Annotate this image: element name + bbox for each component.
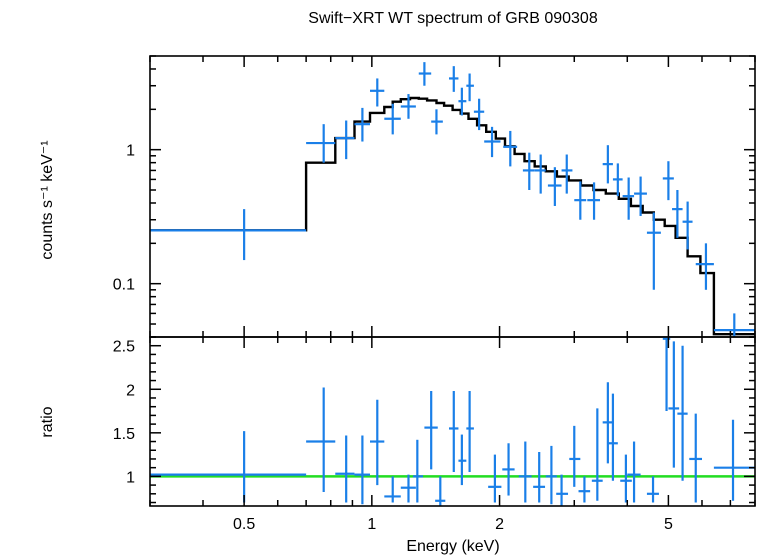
- spectrum-data-point: [448, 66, 459, 92]
- ratio-data-point: [578, 476, 591, 503]
- ratio-data-point: [689, 413, 702, 503]
- ratio-data-point: [488, 454, 502, 503]
- ratio-data-point: [545, 445, 557, 505]
- spectrum-data-point: [473, 98, 485, 131]
- ratio-data-point: [602, 382, 613, 464]
- spectrum-data-point: [369, 78, 385, 107]
- spectrum-panel: 0.11 counts s⁻¹ keV⁻¹: [39, 55, 756, 338]
- ratio-data-point: [627, 441, 641, 503]
- x-tick-label: 0.5: [233, 516, 255, 533]
- ratio-marks: [150, 337, 755, 506]
- spectrum-data-point: [150, 209, 307, 261]
- ratio-axes: 0.5 1 2 5 1 1.5 2 2.5: [113, 336, 756, 533]
- ratio-data-point: [502, 443, 515, 496]
- ratio-data-point: [607, 393, 618, 481]
- spectrum-data-point: [713, 313, 755, 337]
- spectrum-data-point: [522, 152, 535, 191]
- spectrum-data-point: [612, 163, 623, 197]
- x-tick-label: 1: [367, 516, 376, 533]
- spectrum-y-axis-label: counts s⁻¹ keV⁻¹: [39, 140, 56, 259]
- ratio-data-point: [677, 345, 688, 481]
- spectrum-data-point: [634, 176, 647, 216]
- ratio-data-point: [384, 476, 401, 503]
- ratio-panel: 0.5 1 2 5 1 1.5 2 2.5 ratio Energy (keV): [39, 336, 756, 555]
- ratio-data-point: [335, 435, 355, 503]
- spectrum-data-point: [484, 126, 501, 158]
- spectrum-data-point: [354, 107, 370, 142]
- spectrum-data-point: [622, 177, 635, 220]
- spectrum-data-point: [561, 154, 573, 194]
- spectrum-y-tick-label: 0.1: [113, 277, 135, 294]
- ratio-data-point: [713, 419, 755, 501]
- ratio-y-tick-label: 1: [126, 469, 135, 486]
- ratio-data-point: [466, 391, 474, 473]
- spectrum-data-point: [458, 87, 467, 116]
- spectrum-data-point: [547, 167, 562, 206]
- ratio-data-point: [518, 441, 532, 503]
- ratio-data-point: [369, 399, 385, 486]
- ratio-data-point: [458, 434, 467, 486]
- ratio-y-tick-label: 2: [126, 382, 135, 399]
- spectrum-axes: 0.11: [113, 55, 756, 338]
- spectrum-data-point: [662, 161, 674, 201]
- ratio-data-point: [556, 474, 569, 506]
- spectrum-data-point: [587, 182, 601, 220]
- ratio-data-point: [412, 439, 423, 503]
- ratio-data-point: [306, 387, 336, 493]
- spectrum-data-point: [503, 130, 518, 167]
- spectrum-data-point: [400, 94, 416, 119]
- model-step-line: [150, 96, 755, 336]
- ratio-data-point: [620, 454, 632, 503]
- spectrum-data-point: [431, 109, 443, 135]
- spectrum-data-point: [534, 154, 546, 194]
- spectrum-data-point: [682, 201, 693, 250]
- ratio-data-point: [448, 391, 459, 473]
- ratio-y-axis-label: ratio: [39, 406, 56, 437]
- ratio-data-point: [400, 474, 416, 503]
- spectrum-data-point: [672, 190, 683, 238]
- ratio-data-point: [150, 431, 307, 503]
- spectrum-data-point: [646, 212, 661, 290]
- chart-title: Swift−XRT WT spectrum of GRB 090308: [308, 10, 598, 27]
- spectrum-data-point: [602, 145, 613, 184]
- spectrum-data-point: [418, 62, 432, 86]
- ratio-y-tick-label: 1.5: [113, 426, 135, 443]
- ratio-data-point: [569, 425, 581, 487]
- ratio-data-point: [668, 341, 680, 468]
- spectrum-data-point: [306, 124, 336, 163]
- ratio-data-point: [646, 476, 659, 503]
- spectrum-data-point: [335, 120, 355, 160]
- x-tick-label: 5: [664, 516, 673, 533]
- ratio-data-point: [424, 391, 438, 470]
- ratio-panel-frame: [149, 336, 756, 507]
- ratio-data-point: [533, 451, 546, 503]
- spectrum-data-point: [695, 243, 714, 290]
- x-axis-label: Energy (keV): [406, 538, 499, 555]
- ratio-data-point: [435, 476, 446, 506]
- ratio-data-point: [354, 435, 370, 505]
- ratio-data-point: [591, 408, 603, 501]
- spectrum-data-point: [466, 73, 474, 102]
- spectrum-y-tick-label: 1: [126, 143, 135, 160]
- x-tick-label: 2: [495, 516, 504, 533]
- spectrum-marks: [150, 62, 755, 337]
- spectrum-data-point: [574, 181, 587, 220]
- ratio-y-tick-label: 2.5: [113, 339, 135, 356]
- spectrum-data-point: [384, 103, 401, 135]
